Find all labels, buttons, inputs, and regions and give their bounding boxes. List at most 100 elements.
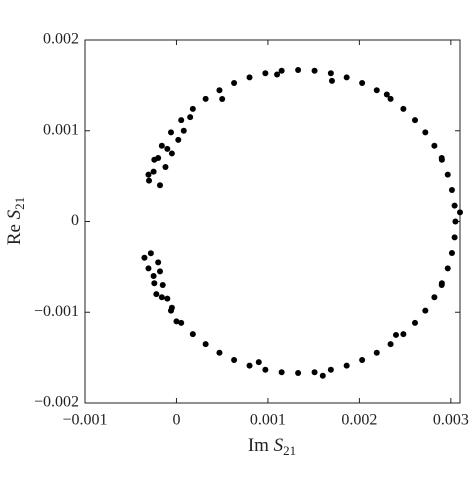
point (412, 117, 418, 124)
y-tick-label: 0.002 (43, 31, 79, 48)
point (178, 319, 185, 326)
point (452, 218, 459, 225)
point (246, 74, 253, 81)
y-tick-label: 0 (71, 212, 79, 229)
x-tick-label: −0.001 (62, 412, 107, 429)
y-tick-label: −0.002 (34, 394, 79, 411)
point (173, 318, 180, 325)
plot-frame (84, 39, 461, 404)
point (162, 164, 169, 171)
point (438, 282, 445, 289)
point (295, 66, 302, 73)
point (168, 150, 175, 157)
point (145, 171, 152, 178)
point (431, 294, 438, 301)
point (202, 341, 209, 348)
point (246, 362, 253, 369)
point (147, 250, 154, 257)
point (159, 282, 166, 289)
point (175, 136, 182, 143)
point (373, 349, 380, 356)
point (189, 105, 196, 112)
point (278, 369, 285, 376)
point (157, 268, 163, 275)
x-label-text: Im (248, 435, 269, 456)
x-label-sub: 21 (283, 443, 296, 458)
point (327, 70, 334, 77)
point (180, 127, 187, 134)
y-label-sub: 21 (12, 197, 27, 210)
point (400, 105, 407, 112)
y-tick-label: 0.001 (43, 121, 79, 138)
point (216, 349, 223, 356)
point (155, 154, 162, 161)
point (451, 202, 458, 209)
y-label-var: S (4, 209, 25, 219)
point (383, 91, 390, 98)
point (164, 295, 171, 302)
y-label-text: Re (4, 224, 25, 245)
point (274, 71, 281, 78)
y-axis-label: Re S21 (4, 197, 27, 245)
point (178, 117, 185, 124)
point (145, 265, 152, 272)
point (167, 129, 174, 136)
point (311, 369, 318, 376)
point (150, 168, 157, 175)
point (158, 142, 165, 149)
point (141, 254, 148, 261)
point (359, 80, 366, 87)
point (457, 209, 463, 216)
point (255, 359, 262, 366)
point (151, 280, 158, 287)
point (164, 145, 171, 152)
point (146, 177, 153, 184)
point (448, 249, 455, 256)
point (158, 294, 165, 301)
point (387, 341, 394, 348)
point (451, 234, 458, 241)
point (373, 87, 380, 94)
point (327, 366, 334, 373)
point (278, 67, 285, 74)
point (422, 307, 429, 314)
point (189, 331, 196, 338)
point (422, 129, 429, 136)
point (262, 366, 269, 373)
point (168, 304, 175, 311)
point (431, 142, 438, 149)
point (187, 114, 194, 121)
x-tick-label: 0.001 (250, 412, 286, 429)
point (412, 319, 418, 326)
point (231, 356, 238, 363)
point (359, 356, 366, 363)
point (392, 331, 399, 338)
x-tick-label: 0.002 (341, 412, 377, 429)
point (262, 70, 269, 77)
point (343, 362, 350, 369)
point (400, 331, 407, 338)
point (155, 259, 162, 266)
point (295, 370, 302, 377)
point (219, 95, 226, 102)
y-tick-label: −0.001 (34, 303, 79, 320)
point (216, 87, 223, 94)
point (328, 77, 335, 84)
point (150, 272, 157, 279)
x-tick-label: 0.003 (433, 412, 469, 429)
point (153, 291, 160, 298)
point (444, 171, 451, 178)
point (319, 372, 326, 379)
point (438, 154, 445, 161)
point (343, 74, 350, 81)
point (311, 67, 318, 74)
point (202, 95, 209, 102)
point (444, 265, 451, 272)
point (448, 187, 455, 194)
point (387, 95, 394, 102)
x-label-var: S (274, 435, 284, 456)
x-tick-label: 0 (172, 412, 180, 429)
x-axis-label: Im S21 (248, 435, 296, 458)
point (231, 80, 238, 87)
